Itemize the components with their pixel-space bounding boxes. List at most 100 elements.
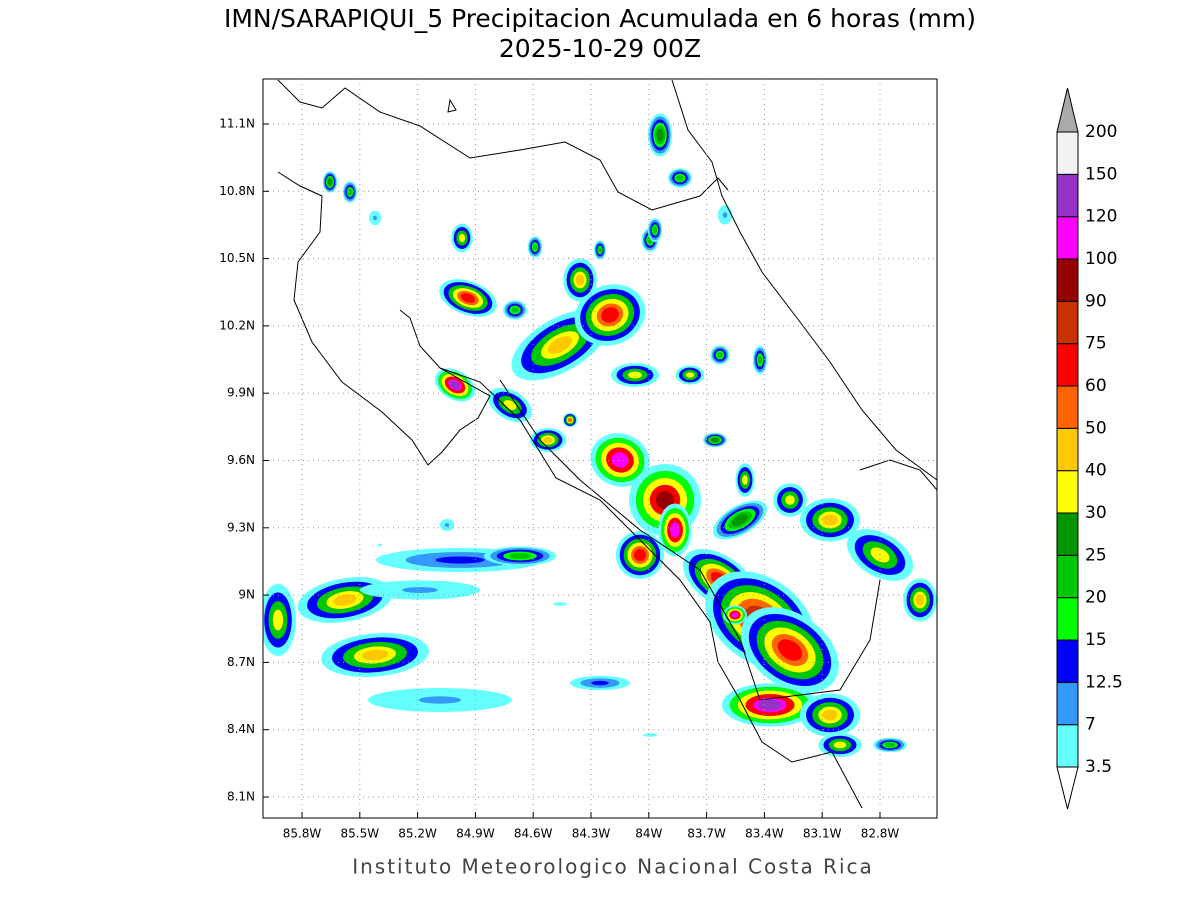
colorbar-box: [1056, 554, 1079, 599]
precip-core: [733, 515, 747, 525]
precip-core: [449, 380, 461, 390]
precip-core: [273, 611, 283, 629]
colorbar-box: [1056, 216, 1079, 260]
precip-core: [677, 175, 683, 181]
precip-core: [333, 594, 357, 606]
precip-core: [670, 523, 680, 537]
lat-tick-label: 9.3N: [227, 520, 255, 534]
colorbar-box: [1056, 724, 1079, 768]
colorbar-label: 75: [1085, 334, 1107, 354]
precip-core: [777, 639, 803, 661]
precip-core: [653, 227, 657, 233]
map-frame: [262, 78, 938, 819]
precip-core: [686, 372, 694, 378]
colorbar-box: [1056, 258, 1079, 302]
subtitle: 2025-10-29 00Z: [499, 34, 701, 63]
precip-core: [723, 212, 727, 218]
precip-core: [568, 418, 572, 422]
colorbar-box: [1056, 470, 1079, 514]
lon-tick-label: 83.1W: [803, 827, 842, 841]
colorbar-label: 100: [1085, 249, 1117, 269]
precip-core: [348, 189, 352, 195]
colorbar-under: [1056, 766, 1079, 810]
lon-tick-label: 84.6W: [514, 827, 553, 841]
lon-tick-label: 85.8W: [283, 827, 322, 841]
lon-tick-label: 85.2W: [398, 827, 437, 841]
colorbar-box: [1056, 385, 1079, 429]
lat-tick-label: 10.8N: [219, 184, 255, 198]
colorbar-over: [1056, 87, 1079, 133]
precip-core: [504, 400, 516, 410]
lon-tick-label: 84W: [635, 827, 662, 841]
colorbar-box: [1056, 343, 1079, 387]
precip-core: [543, 437, 553, 443]
lat-tick-label: 9N: [238, 588, 255, 602]
precip-core: [612, 453, 628, 467]
colorbar-box: [1056, 597, 1079, 641]
precip-core: [405, 587, 435, 593]
colorbar-label: 90: [1085, 291, 1107, 311]
lat-tick-label: 10.5N: [219, 251, 255, 265]
precip-core: [512, 307, 518, 313]
precip-core: [712, 438, 718, 442]
colorbar-box: [1056, 512, 1079, 556]
precipitation-field: [263, 113, 937, 757]
colorbar-box: [1056, 300, 1079, 345]
lat-tick-label: 8.7N: [227, 655, 255, 669]
precip-core: [459, 234, 465, 242]
precip-core: [547, 336, 573, 354]
lat-tick-label: 9.6N: [227, 453, 255, 467]
lon-tick-label: 83.4W: [745, 827, 784, 841]
precip-core: [644, 733, 656, 737]
precip-core: [885, 743, 895, 747]
lat-tick-label: 9.9N: [227, 386, 255, 400]
colorbar-label: 50: [1085, 418, 1107, 438]
colorbar-label: 120: [1085, 207, 1117, 227]
lon-tick-label: 84.3W: [572, 827, 611, 841]
colorbar-box: [1056, 427, 1079, 472]
precip-core: [592, 681, 608, 685]
lat-tick-label: 8.1N: [227, 790, 255, 804]
colorbar-label: 30: [1085, 503, 1107, 523]
footer: Instituto Meteorologico Nacional Costa R…: [352, 855, 874, 879]
precip-core: [657, 129, 663, 141]
lat-tick-label: 8.4N: [227, 722, 255, 736]
precip-core: [554, 602, 566, 606]
precip-core: [822, 514, 838, 526]
lon-tick-label: 84.9W: [456, 827, 495, 841]
precip-core: [533, 244, 537, 250]
precip-core: [422, 697, 458, 703]
precip-core: [328, 179, 332, 185]
colorbar-box: [1056, 681, 1079, 726]
precip-core: [634, 549, 646, 561]
precip-core: [822, 709, 838, 721]
precip-core: [758, 699, 782, 711]
lon-tick-label: 82.8W: [861, 827, 900, 841]
colorbar-box: [1056, 173, 1079, 218]
coastlines: [277, 79, 937, 809]
colorbar-box: [1056, 131, 1079, 175]
title: IMN/SARAPIQUI_5 Precipitacion Acumulada …: [224, 4, 976, 33]
colorbar-label: 200: [1085, 122, 1117, 142]
precip-core: [834, 742, 846, 748]
precip-core: [361, 649, 389, 661]
precip-core: [629, 372, 641, 378]
lon-tick-label: 85.5W: [341, 827, 380, 841]
precip-core: [575, 274, 585, 286]
precip-core: [915, 594, 925, 606]
colorbar-label: 150: [1085, 164, 1117, 184]
precip-core: [373, 216, 377, 220]
precip-core: [732, 612, 738, 618]
precip-core: [378, 543, 382, 547]
lat-tick-label: 10.2N: [219, 318, 255, 332]
precip-core: [742, 475, 748, 485]
colorbar-label: 3.5: [1085, 757, 1112, 777]
precip-core: [445, 523, 449, 527]
precip-core: [717, 352, 723, 358]
precip-core: [758, 356, 762, 364]
precip-core: [785, 495, 795, 505]
precip-core: [439, 557, 481, 563]
precip-core: [460, 293, 476, 303]
precip-core: [601, 307, 619, 323]
